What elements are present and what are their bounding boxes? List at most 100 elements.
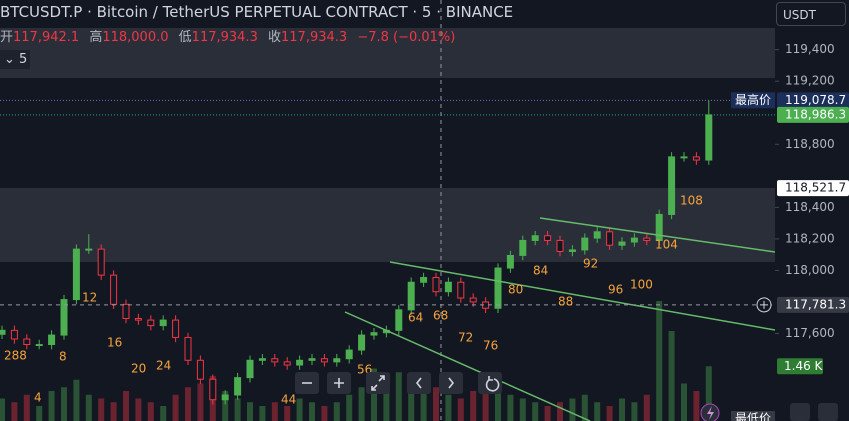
volume-bar <box>98 398 105 421</box>
candle-body <box>345 349 353 360</box>
volume-bar <box>643 394 650 421</box>
bar-count: 76 <box>483 339 498 353</box>
icon <box>448 377 455 389</box>
icon <box>334 378 344 388</box>
bar-count: 80 <box>508 283 523 297</box>
high-tag: 最高价 <box>735 92 771 107</box>
y-tick-label: 119,200 <box>785 74 835 88</box>
price-axis <box>775 0 849 421</box>
symbol-title: BTCUSDT.P · Bitcoin / TetherUS PERPETUAL… <box>0 3 514 21</box>
reset-button[interactable] <box>478 372 502 394</box>
volume-bar <box>631 402 638 421</box>
scroll-left-button[interactable] <box>407 372 431 394</box>
trend-line[interactable] <box>344 311 591 421</box>
volume-bar <box>532 402 539 421</box>
bar-count: 24 <box>156 359 171 373</box>
candle-body <box>556 239 564 252</box>
bar-count: 4 <box>34 391 42 405</box>
candle-body <box>469 297 477 303</box>
volume-bar <box>420 391 427 421</box>
candle-body <box>10 329 18 340</box>
volume-bar <box>606 406 613 421</box>
candle-body <box>432 277 440 293</box>
indicator-toggle[interactable]: ⌄ 5 <box>0 50 30 69</box>
interval: 5 <box>19 52 28 67</box>
volume-bar <box>296 398 303 421</box>
volume-bar <box>433 387 439 421</box>
volume-bar <box>581 394 588 421</box>
candle-body <box>85 248 93 251</box>
volume-bar <box>594 402 601 421</box>
volume-bar <box>656 301 663 421</box>
volume-bar <box>445 394 452 421</box>
low-tag: 最低价 <box>735 412 771 421</box>
volume-bar <box>110 402 117 421</box>
volume-bar <box>358 387 365 421</box>
volume-bar <box>346 394 353 421</box>
candle-body <box>221 394 229 401</box>
trend-line[interactable] <box>389 261 776 331</box>
volume-bar <box>234 398 241 421</box>
volume-bar <box>36 406 43 421</box>
chevron: ⌄ <box>4 52 20 67</box>
ohlc-value: 118,000.0 <box>102 30 169 45</box>
candle-body <box>568 249 576 252</box>
currency-select[interactable]: USDT <box>776 2 846 26</box>
candle-body <box>519 239 527 256</box>
settings-button[interactable] <box>818 403 838 421</box>
volume-bar <box>371 368 377 421</box>
candle-body <box>420 277 428 283</box>
volume-bar <box>160 406 167 421</box>
bar-count: 8 <box>59 350 67 364</box>
volume-bar <box>73 379 80 421</box>
bar-count: 104 <box>655 238 678 252</box>
settings-button[interactable] <box>790 403 810 421</box>
volume-bar <box>11 402 18 421</box>
trend-line[interactable] <box>539 217 776 253</box>
high-price-tag-label: 119,078.7 <box>785 93 846 107</box>
volume-bar <box>693 391 700 421</box>
candle-body <box>358 334 366 351</box>
volume-bar <box>147 402 154 421</box>
candle-body <box>630 237 638 243</box>
ohlc-value: 117,934.3 <box>191 30 258 45</box>
volume-bar <box>185 387 191 421</box>
candle-body <box>333 358 341 363</box>
volume-layer <box>0 301 712 421</box>
volume-bar <box>222 391 229 421</box>
candle-body <box>444 281 452 293</box>
volume-bar <box>619 398 625 421</box>
candle-body <box>668 156 676 215</box>
ohlc-label: 收 <box>267 30 281 45</box>
candle-body <box>110 274 118 305</box>
candle-body <box>72 248 80 301</box>
last-price-tag-label: 118,986.3 <box>785 107 846 121</box>
volume-bar <box>48 391 55 421</box>
ohlc-label: 开 <box>0 30 14 45</box>
low-tag-box <box>731 411 775 421</box>
candle-body <box>48 334 56 346</box>
high-tag-box <box>731 92 775 109</box>
bar-count: 288 <box>4 349 27 363</box>
candle-body <box>234 377 242 396</box>
volume-bar <box>321 406 328 421</box>
candle-body <box>531 235 539 241</box>
candle-body <box>494 267 502 309</box>
high-price-tag <box>777 92 849 109</box>
scroll-right-button[interactable] <box>439 372 463 394</box>
y-tick-label: 118,800 <box>785 137 835 151</box>
candle-body <box>705 114 713 161</box>
volume-bar <box>681 383 687 421</box>
crosshair-price-tag-label: 117,781.3 <box>785 297 846 311</box>
bar-count: 64 <box>408 311 423 325</box>
volume-bar <box>519 398 526 421</box>
volume-bar <box>123 391 129 421</box>
candle-body <box>258 358 266 361</box>
volume-bar <box>247 402 253 421</box>
fullscreen-button[interactable] <box>366 372 390 394</box>
candle-body <box>296 359 304 366</box>
candle-body <box>97 248 105 276</box>
zone-band <box>0 188 775 262</box>
candle-body <box>159 319 167 327</box>
